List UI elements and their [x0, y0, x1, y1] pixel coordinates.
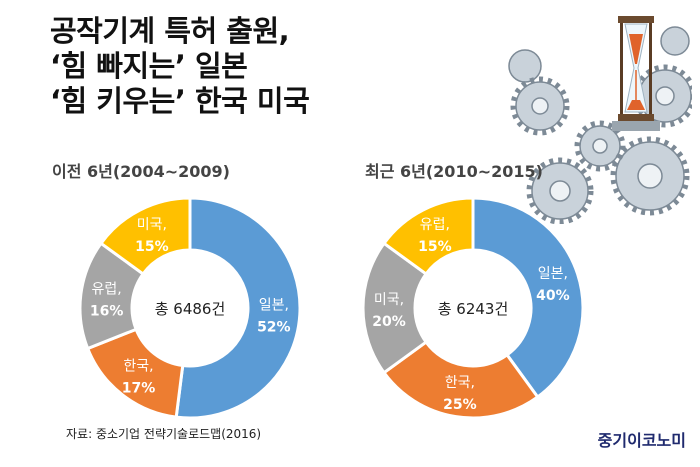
slice-label: 일본,: [538, 266, 568, 282]
slice-label: 유럽,: [420, 217, 450, 233]
slice-value-label: 20%: [372, 314, 406, 330]
headline-line-1: 공작기계 특허 출원,: [50, 14, 290, 48]
gears-hourglass-illustration: [508, 16, 692, 224]
slice-label: 미국,: [137, 217, 167, 233]
slice-value-label: 25%: [443, 397, 477, 413]
donut-slice: [98, 196, 192, 277]
slice-value-label: 52%: [257, 319, 291, 335]
slice-value-label: 40%: [536, 288, 570, 304]
headline-line-3: ‘힘 키우는’ 한국 미국: [50, 84, 310, 118]
slice-label: 일본,: [259, 297, 289, 313]
donut-chart-2004-2009: 일본, 52% 한국, 17% 유럽, 16% 미국, 15% 총 6486건: [78, 196, 302, 420]
donut-slice: [174, 196, 302, 420]
donut-slice: [471, 196, 585, 400]
slice-value-label: 15%: [135, 239, 169, 255]
slice-label: 한국,: [123, 358, 153, 374]
chart-title-right: 최근 6년(2010~2015): [365, 162, 543, 181]
slice-value-label: 17%: [122, 380, 156, 396]
donut-center-total: 총 6486건: [155, 300, 226, 318]
headline-line-2: ‘힘 빠지는’ 일본: [50, 49, 248, 83]
source-note: 자료: 중소기업 전략기술로드맵(2016): [66, 427, 262, 441]
slice-value-label: 15%: [418, 239, 452, 255]
chart-title-left: 이전 6년(2004~2009): [52, 162, 230, 181]
slice-label: 유럽,: [92, 281, 122, 297]
headline: 공작기계 특허 출원, ‘힘 빠지는’ 일본 ‘힘 키우는’ 한국 미국: [50, 14, 310, 119]
donut-center-total: 총 6243건: [438, 300, 509, 318]
donut-chart-2010-2015: 일본, 40% 한국, 25% 미국, 20% 유럽, 15% 총 6243건: [361, 196, 585, 420]
slice-label: 한국,: [445, 375, 475, 391]
slice-value-label: 16%: [90, 303, 124, 319]
brand-logo: 중기이코노미: [597, 431, 686, 450]
donut-slice: [381, 339, 540, 420]
donut-slice: [381, 196, 475, 277]
slice-label: 미국,: [374, 292, 404, 308]
